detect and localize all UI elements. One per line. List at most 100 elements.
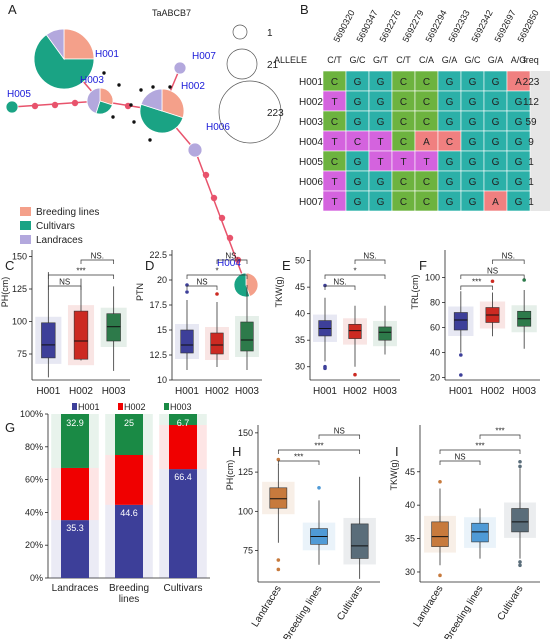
allele-3: G/T [373,55,389,65]
legend-label-g-3: H003 [170,402,192,412]
outlier-h-1-1 [276,457,281,462]
significance-bracket-e-1 [324,285,356,290]
box-c-1 [41,322,56,359]
legend-label-g-2: H002 [124,402,146,412]
significance-bracket-h-3 [318,434,361,439]
allele-1: C/T [327,55,342,65]
allele-cell-base: C [400,177,407,188]
outlier-i-3-3 [518,560,522,564]
freq-header: freq [523,55,539,65]
snp-position-4: 5692279 [400,8,425,44]
bar-segment-h003-3 [169,414,197,425]
legend-swatch-3 [20,235,31,244]
x-tick-label-f-3: H003 [512,386,536,397]
haplotype-label-h004: H004 [217,258,241,269]
size-legend-circle-3 [218,80,282,144]
allele-cell-base: C [446,137,453,148]
y-tick-label-g-1: 0% [30,573,43,583]
median-vector-10 [129,103,133,107]
table-row-freq-7: 1 [528,197,534,208]
y-tick-label-c-2: 100 [12,317,27,327]
x-tick-label-i-1: Landraces [411,584,445,629]
allele-cell-base: G [446,177,454,188]
x-tick-label-e-1: H001 [313,386,337,397]
allele-cell-base: G [446,117,454,128]
allele-cell-base: G [515,97,523,108]
significance-bracket-f-1 [460,285,493,290]
x-tick-label-f-2: H002 [481,386,505,397]
y-tick-label-i-4: 45 [405,467,415,477]
significance-label-f-3: NS. [502,252,515,261]
allele-6: G/A [442,55,458,65]
x-tick-label-d-3: H003 [235,386,259,397]
allele-cell-base: G [377,197,385,208]
y-tick-label-e-5: 50 [295,256,305,266]
y-tick-label-c-4: 150 [12,252,27,262]
y-tick-label-d-2: 12.5 [149,350,167,360]
allele-9: A/G [511,55,527,65]
y-tick-label-f-4: 80 [430,298,440,308]
size-legend-circle-2 [226,48,258,80]
y-tick-label-c-3: 125 [12,284,27,294]
haplotype-node-h001 [33,28,95,90]
legend-label-2: Cultivars [36,221,75,232]
panel-letter-f: F [419,258,427,273]
allele-cell-base: G [469,177,477,188]
significance-bracket-i-3 [479,434,521,439]
allele-cell-base: G [377,77,385,88]
x-tick-label-g-2-2: lines [119,594,140,605]
allele-cell-base: G [492,177,500,188]
y-tick-label-e-2: 35 [295,335,305,345]
allele-cell-base: C [423,197,430,208]
median-vector-7 [168,85,172,89]
pie-slice-breeding [161,88,185,119]
panel-letter-a: A [8,2,17,17]
mutation-step-9 [226,234,234,242]
allele-cell-base: A [492,197,499,208]
outlier-i-3-1 [518,459,522,464]
allele-4: C/T [396,55,411,65]
box-h-3 [350,523,369,559]
allele-cell-base: G [492,97,500,108]
snp-position-6: 5692333 [446,8,471,44]
allele-cell-base: G [377,97,385,108]
allele-cell-base: C [331,77,338,88]
allele-cell-base: T [331,197,337,208]
significance-label-i-1: NS [454,453,465,462]
mutation-step-2 [51,101,59,109]
allele-cell-base: G [469,97,477,108]
significance-bracket-h-1 [277,460,320,465]
significance-label-d-2: * [215,267,218,276]
x-tick-label-g-3-1: Cultivars [164,583,203,594]
outlier-e-1-3 [323,366,327,371]
bar-segment-h002-2 [115,455,143,505]
haplotype-label-h007: H007 [192,51,216,62]
allele-cell-base: G [354,177,362,188]
significance-bracket-d-2 [186,274,248,279]
outlier-h-1-2 [276,558,281,562]
panel-letter-c: C [5,258,14,273]
pie-slice [5,100,19,114]
allele-cell-base: G [515,177,523,188]
x-tick-label-c-2: H002 [69,386,93,397]
legend-swatch-g-1 [72,403,77,410]
legend-swatch-1 [20,207,31,216]
allele-cell-base: G [469,137,477,148]
freq-column-bg [530,71,550,211]
x-tick-label-c-3: H003 [102,386,126,397]
y-tick-label-d-5: 20 [157,275,167,285]
snp-position-3: 5692276 [377,8,402,44]
allele-cell-base: G [377,117,385,128]
panel-letter-g: G [5,420,15,435]
significance-label-i-2: *** [475,442,484,451]
box-e-2 [348,323,362,339]
legend-swatch-2 [20,221,31,230]
y-tick-label-d-1: 10 [157,375,167,385]
allele-row-label: ALLELE [274,55,307,65]
significance-label-d-3: NS. [225,252,238,261]
data-label-g-3: 66.4 [174,472,192,482]
pie-slice [187,142,203,158]
pie-slice-breeding [63,28,95,60]
allele-cell-base: G [446,157,454,168]
